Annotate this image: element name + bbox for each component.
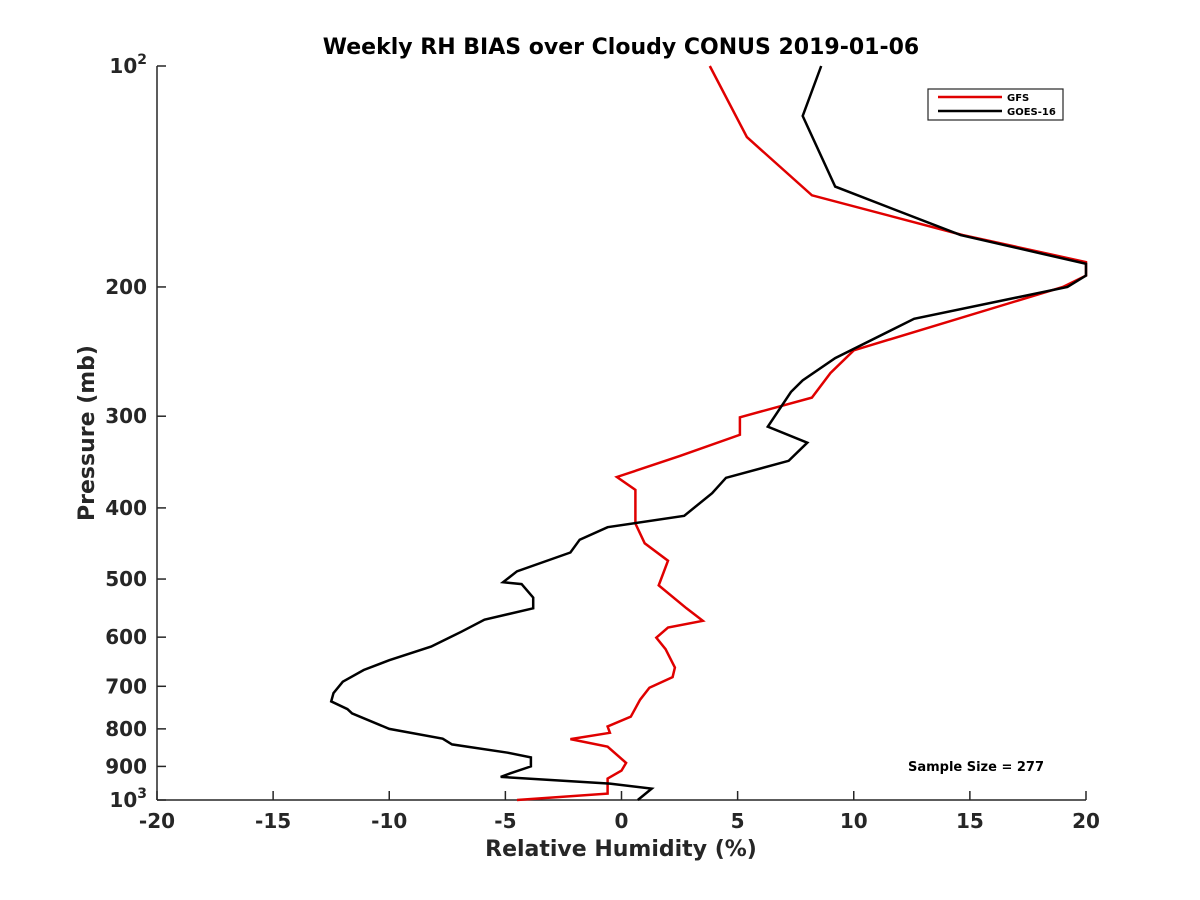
y-tick-label: 600 — [105, 625, 147, 649]
y-tick-label: 103 — [109, 786, 147, 812]
y-tick-label: 200 — [105, 275, 147, 299]
y-axis-label: Pressure (mb) — [75, 345, 100, 521]
x-tick-label: -5 — [494, 809, 516, 833]
y-tick-label: 102 — [109, 52, 147, 78]
x-tick-label: 0 — [615, 809, 629, 833]
y-tick-label: 700 — [105, 674, 147, 698]
sample-size-annotation: Sample Size = 277 — [908, 760, 1044, 775]
y-tick-exponent: 3 — [137, 786, 147, 802]
y-tick-label: 400 — [105, 496, 147, 520]
x-axis-ticks: -20 -15 -10 -5 0 5 10 15 20 — [139, 791, 1100, 833]
series-layer — [329, 65, 1088, 802]
series-line-gfs — [516, 65, 1088, 802]
y-tick-exponent: 2 — [137, 52, 147, 68]
x-axis-label: Relative Humidity (%) — [485, 837, 757, 862]
y-tick-label: 900 — [105, 754, 147, 778]
x-tick-label: -10 — [371, 809, 407, 833]
y-axis-ticks: 102 200 300 400 500 600 700 800 900 103 — [105, 52, 166, 812]
y-tick-label: 800 — [105, 717, 147, 741]
x-tick-label: -15 — [255, 809, 291, 833]
y-tick-label: 300 — [105, 404, 147, 428]
series-line-goes16 — [329, 65, 1088, 801]
y-tick-label: 500 — [105, 567, 147, 591]
legend: GFS GOES-16 — [927, 88, 1064, 121]
x-tick-label: 15 — [956, 809, 984, 833]
legend-label-goes16: GOES-16 — [1007, 107, 1056, 118]
legend-box — [927, 88, 1064, 121]
x-tick-label: 20 — [1072, 809, 1100, 833]
chart-title: Weekly RH BIAS over Cloudy CONUS 2019-01… — [323, 35, 919, 60]
legend-label-gfs: GFS — [1007, 93, 1029, 104]
x-tick-label: 5 — [731, 809, 745, 833]
x-tick-label: -20 — [139, 809, 175, 833]
x-tick-label: 10 — [840, 809, 868, 833]
